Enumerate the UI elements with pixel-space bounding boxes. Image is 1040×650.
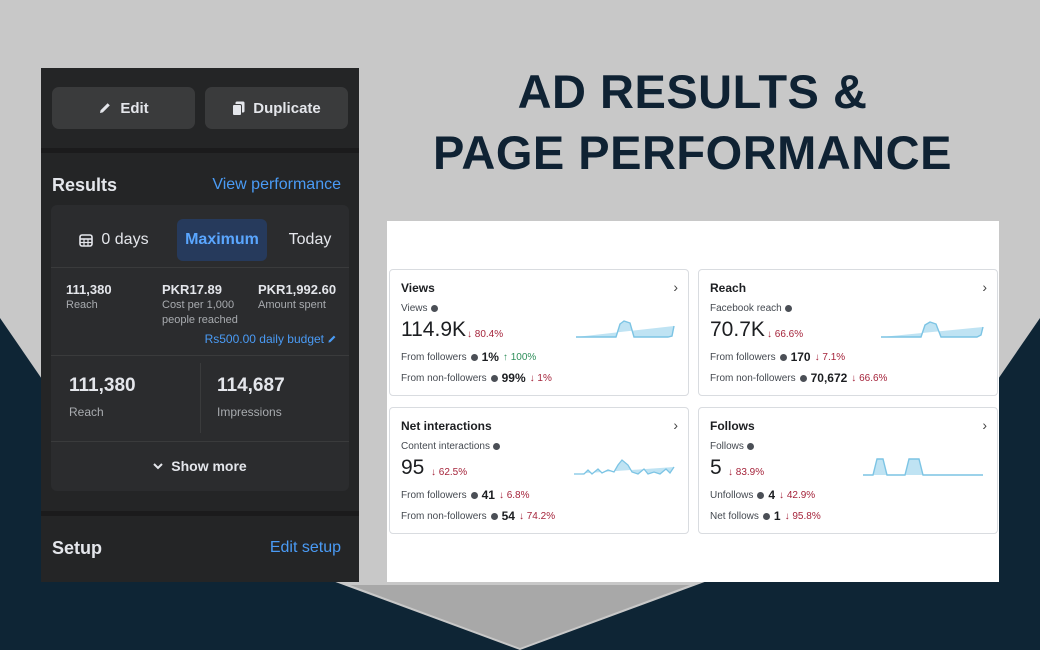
divider	[51, 441, 349, 442]
card-row: From followers 1% ↑ 100%	[401, 350, 537, 364]
calendar-icon	[79, 234, 94, 247]
chevron-right-icon[interactable]: ›	[982, 417, 987, 433]
info-dot-icon	[470, 353, 478, 361]
chevron-down-icon	[153, 462, 163, 469]
card-change: ↓ 80.4%	[467, 329, 504, 340]
info-dot-icon	[490, 512, 498, 520]
edit-button[interactable]: Edit	[52, 87, 195, 129]
card-title: Views	[401, 281, 435, 295]
daily-budget-text: Rs500.00 daily budget	[204, 332, 324, 346]
divider	[200, 363, 201, 433]
card-value: 70.7K	[710, 318, 765, 341]
edit-label: Edit	[120, 99, 149, 117]
edit-setup-link[interactable]: Edit setup	[269, 539, 341, 556]
ad-actions-bar: Edit Duplicate	[41, 68, 359, 148]
impressions-value: 114,687	[217, 375, 285, 396]
date-range-today-option[interactable]: Today	[288, 231, 332, 248]
card-row: Unfollows 4 ↓ 42.9%	[710, 488, 816, 502]
card-row: From followers 41 ↓ 6.8%	[401, 488, 530, 502]
view-performance-link[interactable]: View performance	[212, 176, 341, 193]
show-more-button[interactable]: Show more	[51, 458, 349, 474]
page-performance-panel: Views › Views 114.9K ↓ 80.4% From follow…	[387, 221, 999, 582]
info-dot-icon	[799, 374, 807, 382]
headline-line-1: AD RESULTS &	[517, 65, 868, 118]
pencil-icon	[328, 335, 336, 343]
divider	[51, 267, 349, 268]
chevron-right-icon[interactable]: ›	[673, 279, 678, 295]
info-dot-icon	[470, 491, 478, 499]
cpm-label: Cost per 1,000 people reached	[162, 299, 238, 326]
results-summary: 0 days Maximum Today 111,380 Reach PKR17…	[51, 205, 349, 491]
duplicate-button[interactable]: Duplicate	[205, 87, 348, 129]
views-sparkline	[576, 320, 675, 338]
card-row: From non-followers 70,672 ↓ 66.6%	[710, 371, 888, 385]
amount-spent-label: Amount spent	[258, 299, 326, 311]
pencil-icon	[100, 103, 111, 113]
chevron-right-icon[interactable]: ›	[982, 279, 987, 295]
card-row: Net follows 1 ↓ 95.8%	[710, 509, 821, 523]
card-title: Reach	[710, 281, 747, 295]
impressions-label: Impressions	[217, 405, 282, 419]
net-interactions-card[interactable]: Net interactions › Content interactions …	[389, 407, 689, 534]
follows-sparkline	[863, 458, 983, 476]
card-value: 95	[401, 456, 425, 479]
chevron-right-icon[interactable]: ›	[673, 417, 678, 433]
headline-line-2: PAGE PERFORMANCE	[433, 126, 952, 179]
setup-title: Setup	[52, 538, 103, 558]
reach-sparkline	[881, 321, 984, 338]
info-dot-icon	[490, 374, 498, 382]
daily-budget-link[interactable]: Rs500.00 daily budget	[205, 332, 337, 346]
results-title: Results	[52, 175, 118, 195]
card-subtitle: Content interactions	[401, 441, 500, 452]
card-change: ↓ 83.9%	[728, 467, 765, 478]
divider	[51, 355, 349, 356]
reach-value: 111,380	[66, 282, 112, 297]
info-dot-icon	[492, 443, 500, 450]
show-more-label: Show more	[171, 458, 247, 474]
card-row: From non-followers 99% ↓ 1%	[401, 371, 552, 385]
info-dot-icon	[430, 305, 438, 312]
info-dot-icon	[784, 305, 792, 312]
amount-spent-value: PKR1,992.60	[258, 282, 337, 297]
card-row: From non-followers 54 ↓ 74.2%	[401, 509, 556, 523]
date-range-days-option[interactable]: 0 days	[59, 219, 169, 261]
info-dot-icon	[779, 353, 787, 361]
card-title: Net interactions	[401, 419, 492, 433]
reach-card[interactable]: Reach › Facebook reach 70.7K ↓ 66.6% Fro…	[698, 269, 998, 396]
card-change: ↓ 62.5%	[431, 467, 468, 478]
card-title: Follows	[710, 419, 755, 433]
card-row: From followers 170 ↓ 7.1%	[710, 350, 846, 364]
ad-results-panel: Edit Duplicate Results View performance	[41, 68, 359, 582]
cpm-value: PKR17.89	[162, 282, 222, 297]
date-range-maximum-option[interactable]: Maximum	[177, 219, 267, 261]
card-value: 114.9K	[401, 318, 466, 341]
card-value: 5	[710, 456, 722, 479]
reach-label: Reach	[66, 299, 98, 311]
info-dot-icon	[746, 443, 754, 450]
card-change: ↓ 66.6%	[767, 329, 804, 340]
info-dot-icon	[762, 512, 770, 520]
interactions-sparkline	[574, 459, 675, 475]
results-card: Results View performance 0 days Maximum …	[41, 153, 359, 511]
reach-total-label: Reach	[69, 405, 104, 419]
card-subtitle: Follows	[710, 441, 754, 452]
days-label: 0 days	[101, 231, 149, 248]
duplicate-icon	[232, 101, 245, 116]
views-card[interactable]: Views › Views 114.9K ↓ 80.4% From follow…	[389, 269, 689, 396]
card-subtitle: Views	[401, 303, 438, 314]
follows-card[interactable]: Follows › Follows 5 ↓ 83.9% Unfollows 4 ↓…	[698, 407, 998, 534]
card-subtitle: Facebook reach	[710, 303, 792, 314]
setup-card: Setup Edit setup	[41, 516, 359, 582]
reach-total-value: 111,380	[69, 375, 136, 396]
duplicate-label: Duplicate	[253, 99, 321, 117]
info-dot-icon	[757, 491, 765, 499]
